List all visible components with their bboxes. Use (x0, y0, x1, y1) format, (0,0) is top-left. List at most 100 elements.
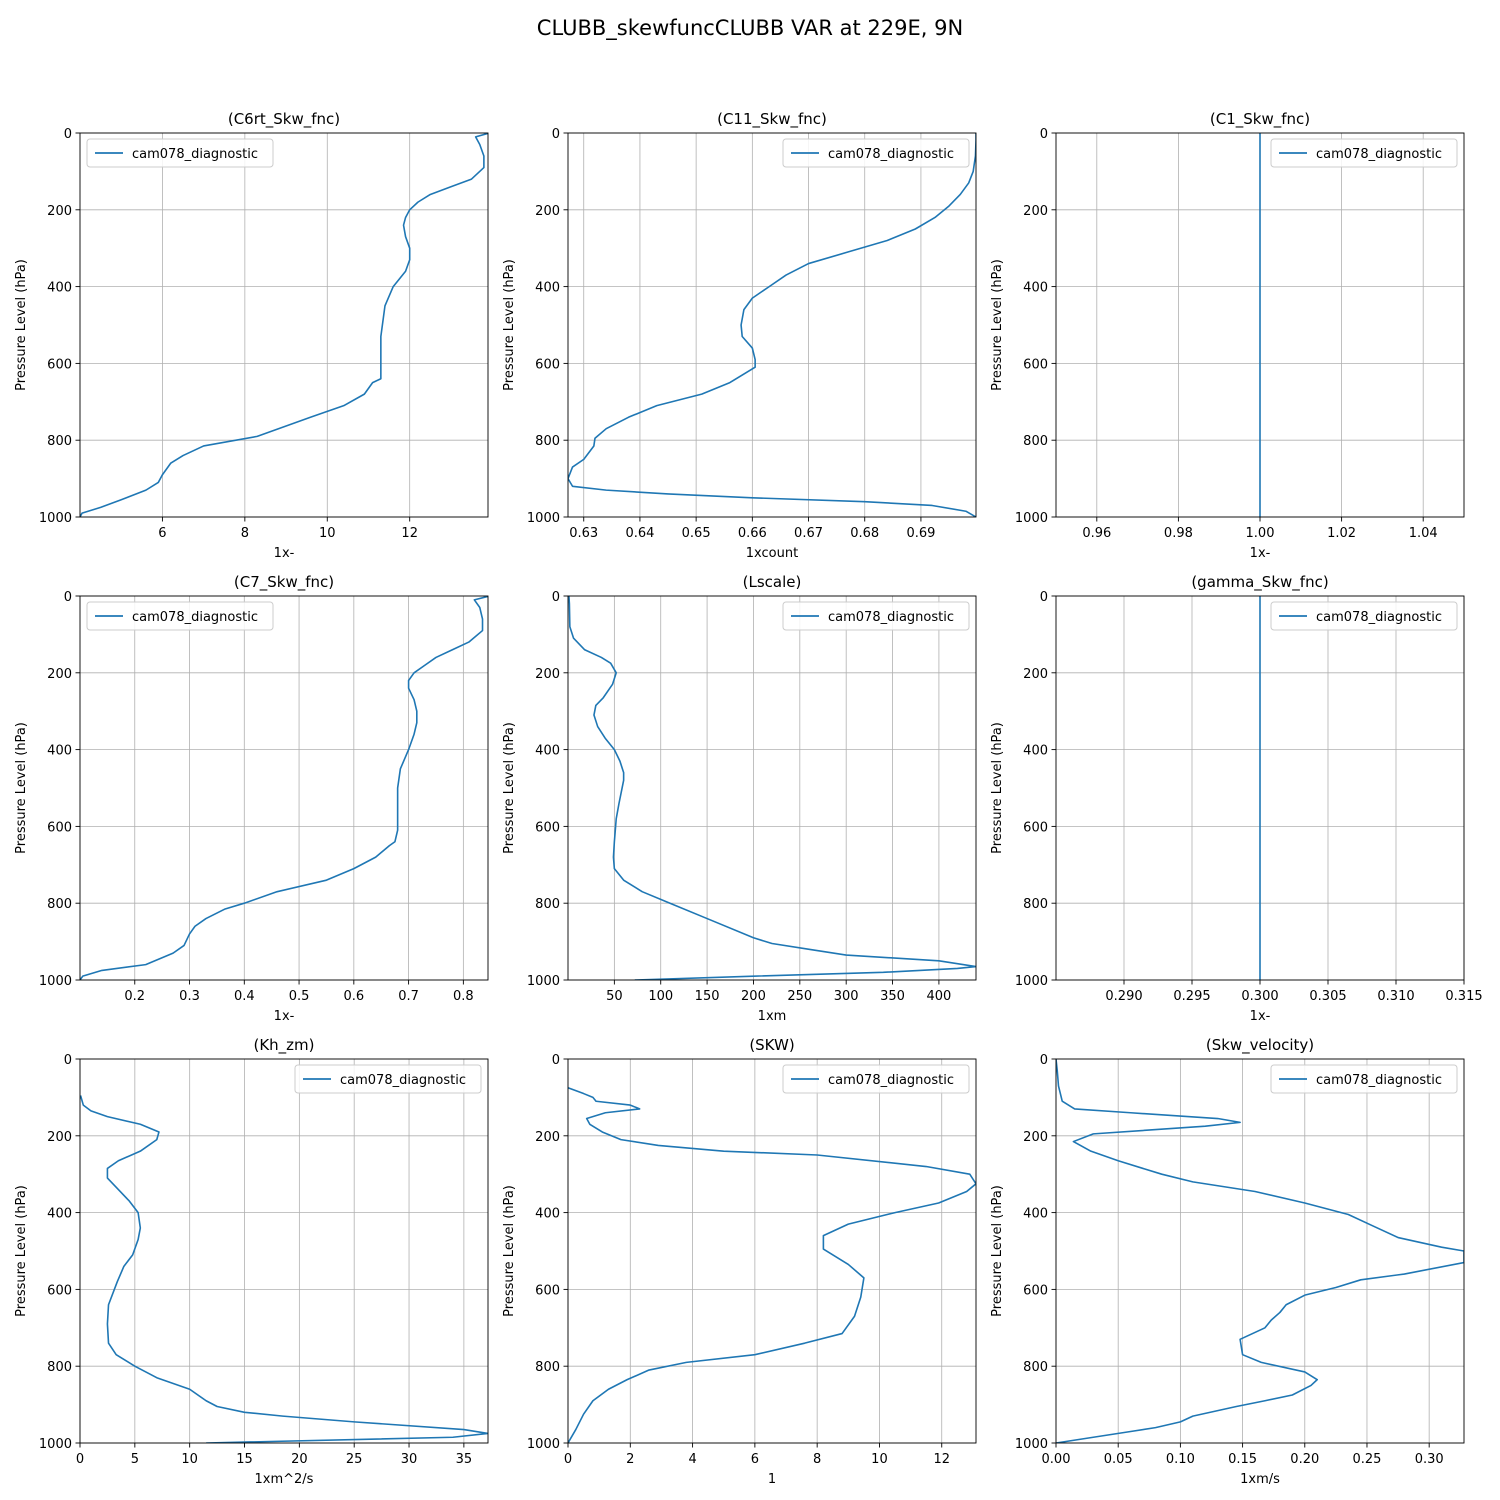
x-tick-label: 4 (688, 1452, 696, 1467)
subplot-9: 0.00 0.05 0.10 0.15 0.20 0.25 0.30 0 200 400 600 80… (990, 1036, 1465, 1487)
x-tick-label: 0.6 (343, 989, 364, 1004)
subplot-7: 0 5 10 15 20 25 30 35 0 200 400 600 800 1000 (Kh_zm) 1x… (14, 1036, 489, 1487)
x-tick-label: 0.290 (1105, 989, 1142, 1004)
y-tick-label: 600 (1023, 820, 1048, 835)
subplot-3: 0.96 0.98 1.00 1.02 1.04 0 200 400 600 800 1000 (C1… (990, 110, 1465, 561)
series-line-1 (1056, 1059, 1464, 1443)
y-tick-label: 600 (535, 357, 560, 372)
legend: cam078_diagnostic (1270, 1064, 1458, 1094)
legend-box (86, 601, 274, 631)
y-tick-label: 0 (64, 1053, 72, 1068)
x-tick-label: 0.96 (1082, 526, 1111, 541)
x-tick-label: 0.67 (794, 526, 823, 541)
legend-box (1270, 1064, 1458, 1094)
y-tick-label: 0 (552, 1053, 560, 1068)
x-tick-label: 0.65 (682, 526, 711, 541)
x-tick-label: 1.00 (1246, 526, 1275, 541)
x-tick-label: 0.315 (1445, 989, 1482, 1004)
legend-label: cam078_diagnostic (1316, 1073, 1442, 1088)
x-tick-label: 0.69 (906, 526, 935, 541)
y-axis-label: Pressure Level (hPa) (502, 722, 517, 854)
x-tick-label: 10 (181, 1452, 198, 1467)
subplot-title: (Kh_zm) (253, 1036, 314, 1055)
x-axis-label: 1xcount (746, 546, 798, 561)
x-axis-label: 1xm (758, 1009, 787, 1024)
x-axis-label: 1x- (274, 1009, 295, 1024)
y-tick-label: 400 (1023, 1207, 1048, 1222)
y-tick-label: 400 (47, 281, 72, 296)
y-tick-label: 200 (1023, 667, 1048, 682)
y-tick-label: 800 (1023, 897, 1048, 912)
x-tick-label: 0.25 (1352, 1452, 1381, 1467)
y-tick-label: 600 (535, 820, 560, 835)
legend-label: cam078_diagnostic (828, 147, 954, 162)
y-tick-label: 400 (535, 744, 560, 759)
subplot-title: (C7_Skw_fnc) (234, 573, 334, 592)
x-tick-label: 0.300 (1241, 989, 1278, 1004)
x-tick-label: 10 (319, 526, 336, 541)
x-axis-label: 1x- (274, 546, 295, 561)
y-tick-label: 200 (1023, 1130, 1048, 1145)
x-tick-label: 10 (871, 1452, 888, 1467)
y-tick-label: 400 (535, 281, 560, 296)
axes-frame (79, 595, 489, 981)
y-tick-label: 800 (1023, 434, 1048, 449)
figure-title: CLUBB_skewfuncCLUBB VAR at 229E, 9N (536, 16, 964, 40)
legend-box (86, 138, 274, 168)
legend: cam078_diagnostic (294, 1064, 482, 1094)
y-tick-label: 1000 (527, 1437, 560, 1452)
y-tick-label: 1000 (39, 974, 72, 989)
axes-frame (1055, 1058, 1465, 1444)
x-tick-label: 350 (880, 989, 905, 1004)
y-tick-label: 200 (535, 204, 560, 219)
y-axis-label: Pressure Level (hPa) (502, 259, 517, 391)
y-tick-label: 800 (1023, 1360, 1048, 1375)
y-tick-label: 1000 (1015, 974, 1048, 989)
y-tick-label: 0 (1040, 127, 1048, 142)
x-tick-label: 15 (236, 1452, 253, 1467)
x-tick-label: 0.63 (569, 526, 598, 541)
x-tick-label: 0.30 (1415, 1452, 1444, 1467)
x-tick-label: 0.4 (234, 989, 255, 1004)
y-axis-label: Pressure Level (hPa) (990, 1185, 1005, 1317)
y-tick-label: 0 (1040, 590, 1048, 605)
y-tick-label: 600 (1023, 1283, 1048, 1298)
subplot-4: 0.2 0.3 0.4 0.5 0.6 0.7 0.8 0 200 400 600 800 1000 (C… (14, 573, 489, 1024)
legend: cam078_diagnostic (1270, 601, 1458, 631)
x-tick-label: 0.05 (1104, 1452, 1133, 1467)
subplot-1: 6 8 10 12 0 200 400 600 800 1000 (C6rt_Skw_fnc) 1x-… (14, 110, 489, 561)
y-tick-label: 600 (535, 1283, 560, 1298)
y-tick-label: 0 (552, 127, 560, 142)
y-tick-label: 1000 (527, 511, 560, 526)
x-tick-label: 250 (787, 989, 812, 1004)
legend: cam078_diagnostic (1270, 138, 1458, 168)
legend-box (782, 138, 970, 168)
legend-label: cam078_diagnostic (1316, 610, 1442, 625)
x-tick-label: 0.68 (850, 526, 879, 541)
legend: cam078_diagnostic (86, 138, 274, 168)
series-line-1 (568, 133, 976, 517)
subplot-6: 0.290 0.295 0.300 0.305 0.310 0.315 0 200 400 600… (990, 573, 1483, 1024)
y-tick-label: 800 (47, 434, 72, 449)
x-axis-label: 1x- (1250, 1009, 1271, 1024)
x-tick-label: 0.10 (1166, 1452, 1195, 1467)
y-tick-label: 800 (47, 1360, 72, 1375)
x-tick-label: 1.02 (1327, 526, 1356, 541)
y-tick-label: 800 (535, 897, 560, 912)
x-tick-label: 0.64 (625, 526, 654, 541)
subplot-title: (C11_Skw_fnc) (717, 110, 827, 129)
subplot-title: (Lscale) (743, 573, 802, 591)
axes-frame (567, 1058, 977, 1444)
subplot-2: 0.63 0.64 0.65 0.66 0.67 0.68 0.69 0 200 400 600 80… (502, 110, 977, 561)
legend: cam078_diagnostic (782, 138, 970, 168)
x-tick-label: 100 (648, 989, 673, 1004)
axes-frame (79, 132, 489, 518)
y-tick-label: 1000 (39, 511, 72, 526)
series-line-1 (80, 596, 488, 980)
y-tick-label: 600 (47, 820, 72, 835)
x-tick-label: 20 (291, 1452, 308, 1467)
y-tick-label: 0 (1040, 1053, 1048, 1068)
y-tick-label: 200 (47, 1130, 72, 1145)
y-tick-label: 200 (1023, 204, 1048, 219)
x-tick-label: 2 (626, 1452, 634, 1467)
